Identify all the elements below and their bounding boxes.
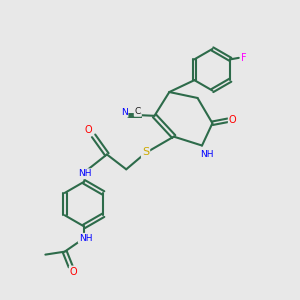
Text: NH: NH [78, 169, 92, 178]
Text: F: F [241, 53, 247, 63]
Text: S: S [142, 147, 149, 158]
Text: O: O [229, 115, 236, 125]
Text: O: O [84, 125, 92, 135]
Text: N: N [121, 108, 128, 117]
Text: C: C [135, 107, 141, 116]
Text: NH: NH [200, 150, 213, 159]
Text: NH: NH [79, 234, 92, 243]
Text: O: O [70, 267, 77, 277]
